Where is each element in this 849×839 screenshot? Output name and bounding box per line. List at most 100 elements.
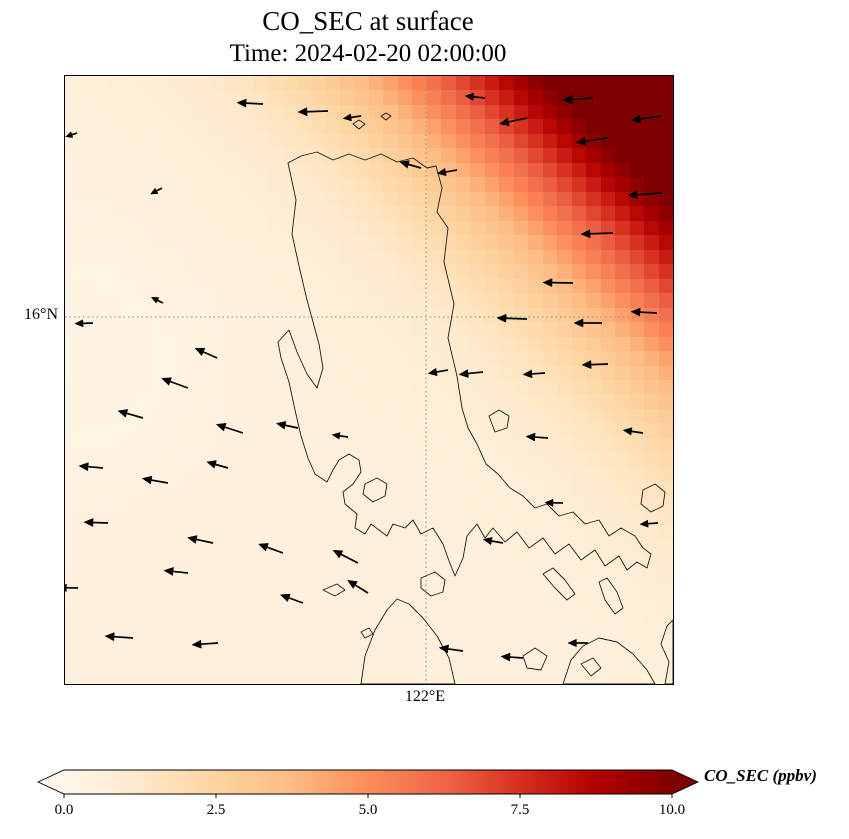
coastline bbox=[322, 583, 346, 597]
colorbar-tick-label: 2.5 bbox=[207, 802, 226, 818]
coastline bbox=[362, 477, 388, 503]
wind-arrow-head bbox=[525, 432, 536, 442]
wind-arrow bbox=[631, 430, 644, 434]
wind-arrow-head bbox=[65, 583, 67, 592]
wind-arrow-head bbox=[257, 543, 269, 552]
coastline bbox=[562, 637, 656, 684]
wind-arrow bbox=[126, 412, 144, 419]
coastline bbox=[352, 119, 366, 130]
wind-arrow bbox=[508, 117, 528, 123]
wind-arrow-head bbox=[163, 567, 174, 576]
wind-arrow-head bbox=[149, 187, 159, 195]
wind-arrow bbox=[350, 115, 362, 119]
colorbar-label: CO_SEC (ppbv) bbox=[704, 766, 817, 785]
wind-arrow-head bbox=[575, 136, 587, 146]
wind-arrow-head bbox=[630, 307, 641, 317]
wind-arrow-head bbox=[436, 167, 447, 177]
wind-arrow-head bbox=[496, 313, 507, 323]
map-overlay bbox=[65, 76, 673, 684]
wind-arrow bbox=[284, 424, 299, 429]
wind-arrow bbox=[340, 553, 359, 564]
wind-arrow bbox=[585, 137, 609, 143]
wind-arrow bbox=[639, 311, 658, 314]
wind-arrow-head bbox=[206, 460, 217, 469]
coastline bbox=[360, 598, 456, 684]
coastline bbox=[360, 627, 374, 639]
wind-arrow-head bbox=[236, 98, 247, 108]
wind-arrow-head bbox=[194, 347, 206, 357]
colorbar-extend-max bbox=[672, 770, 698, 794]
coastline bbox=[640, 483, 666, 513]
wind-arrow-head bbox=[74, 319, 84, 328]
wind-arrow-head bbox=[332, 550, 344, 559]
wind-arrow bbox=[408, 163, 422, 169]
wind-arrow-head bbox=[65, 131, 74, 138]
map-panel bbox=[64, 75, 674, 685]
chart-title: CO_SEC at surface bbox=[262, 6, 474, 36]
colorbar-tick-label: 5.0 bbox=[359, 802, 378, 818]
wind-arrow bbox=[71, 132, 78, 136]
wind-arrow-head bbox=[562, 95, 573, 104]
wind-arrow bbox=[92, 521, 109, 524]
wind-arrow-head bbox=[464, 92, 475, 101]
wind-arrow-head bbox=[297, 107, 308, 117]
wind-arrow-head bbox=[279, 593, 291, 603]
colorbar: 0.0 2.5 5.0 7.5 10.0 bbox=[36, 769, 700, 818]
wind-arrow-head bbox=[630, 114, 642, 124]
wind-arrow bbox=[436, 369, 449, 373]
wind-arrow-head bbox=[581, 360, 592, 370]
wind-arrow-head bbox=[567, 638, 577, 648]
wind-arrow-head bbox=[215, 422, 227, 432]
wind-arrow bbox=[467, 371, 484, 375]
coastline bbox=[420, 571, 446, 597]
wind-arrow bbox=[505, 317, 528, 320]
wind-arrow bbox=[224, 426, 244, 434]
wind-arrow bbox=[339, 434, 349, 438]
wind-arrow bbox=[354, 584, 369, 594]
colorbar-tick-label: 10.0 bbox=[659, 802, 685, 818]
wind-arrow-head bbox=[104, 632, 115, 642]
wind-arrow-head bbox=[627, 190, 638, 200]
wind-arrow bbox=[589, 232, 614, 235]
colorbar-tick-label: 0.0 bbox=[55, 802, 74, 818]
y-axis-tick-label: 16°N bbox=[24, 306, 58, 323]
wind-arrow-head bbox=[438, 644, 450, 654]
wind-arrow-head bbox=[141, 475, 153, 485]
wind-arrow-head bbox=[399, 160, 410, 169]
wind-arrow bbox=[266, 546, 284, 554]
wind-arrow-head bbox=[275, 421, 287, 430]
coastline bbox=[488, 409, 510, 433]
colorbar-extend-min bbox=[38, 770, 64, 794]
wind-arrow bbox=[531, 372, 546, 375]
wind-arrow bbox=[306, 110, 329, 113]
wind-arrow bbox=[156, 187, 163, 192]
wind-arrow-head bbox=[499, 117, 510, 127]
coastline bbox=[660, 619, 673, 684]
coastline bbox=[598, 577, 624, 615]
wind-arrow bbox=[113, 635, 134, 639]
wind-arrow-head bbox=[186, 535, 198, 544]
wind-arrow bbox=[169, 380, 189, 389]
wind-arrow bbox=[590, 363, 609, 366]
colorbar-tick-label: 7.5 bbox=[511, 802, 530, 818]
wind-arrow bbox=[202, 351, 218, 359]
wind-arrow-head bbox=[573, 318, 584, 328]
wind-arrow bbox=[196, 538, 214, 544]
wind-arrow bbox=[473, 95, 486, 99]
wind-arrow bbox=[640, 115, 662, 120]
coastline bbox=[542, 567, 576, 601]
wind-arrow bbox=[509, 656, 524, 659]
gridlines-layer bbox=[65, 76, 673, 684]
wind-arrow-head bbox=[78, 462, 89, 472]
wind-arrow bbox=[87, 465, 104, 469]
wind-arrow bbox=[172, 570, 189, 574]
wind-arrow-head bbox=[482, 536, 493, 546]
wind-arrow-head bbox=[542, 278, 553, 288]
wind-arrow-head bbox=[161, 377, 172, 386]
wind-arrow-head bbox=[83, 518, 94, 527]
wind-arrow-head bbox=[427, 367, 438, 377]
wind-arrow bbox=[445, 169, 458, 173]
wind-arrow bbox=[637, 192, 663, 196]
wind-arrow-head bbox=[622, 427, 633, 436]
